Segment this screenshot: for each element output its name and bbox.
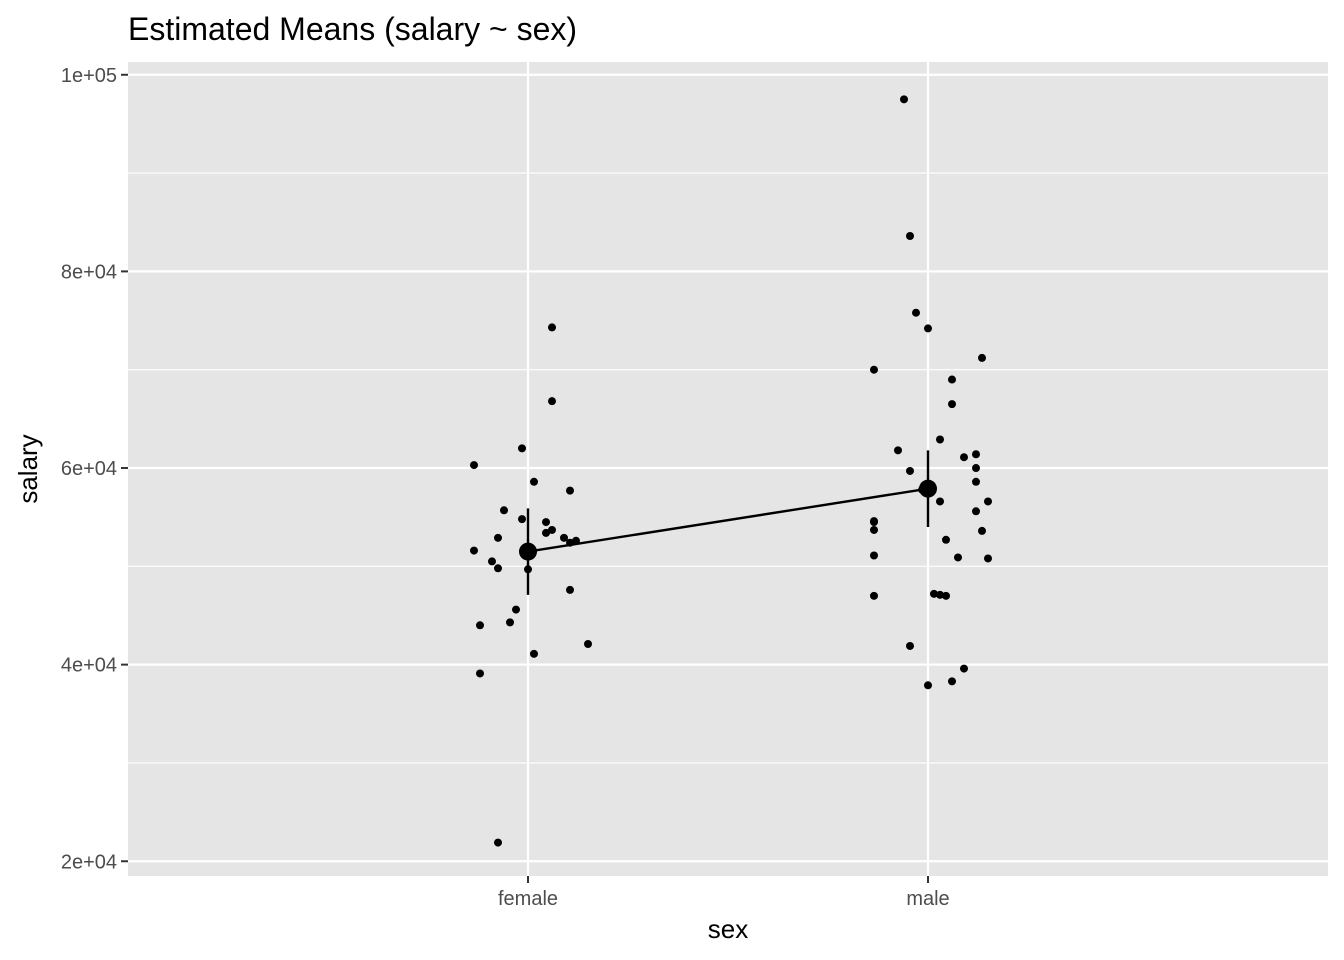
observation-point xyxy=(984,497,992,506)
observation-point xyxy=(936,590,944,599)
observation-point xyxy=(948,375,956,384)
x-tick-label: male xyxy=(906,888,949,910)
observation-point xyxy=(870,525,878,534)
observation-point xyxy=(906,232,914,241)
observation-point xyxy=(494,533,502,542)
observation-point xyxy=(870,551,878,560)
y-axis-title: salary xyxy=(13,434,43,503)
observation-point xyxy=(530,477,538,486)
observation-point xyxy=(500,506,508,515)
y-tick-label: 8e+04 xyxy=(61,261,117,283)
observation-point xyxy=(548,323,556,332)
observation-point xyxy=(870,365,878,374)
means-line xyxy=(527,487,929,553)
observation-point xyxy=(972,464,980,473)
x-tick-label: female xyxy=(498,888,558,910)
observation-point xyxy=(930,589,938,598)
observation-point xyxy=(978,526,986,535)
x-axis: female male xyxy=(498,876,950,910)
y-tick-label: 6e+04 xyxy=(61,458,117,480)
y-tick-label: 1e+05 xyxy=(61,65,117,87)
observation-point xyxy=(936,435,944,444)
mean-point xyxy=(919,479,937,498)
observation-point xyxy=(584,639,592,648)
observation-point xyxy=(542,528,550,537)
observation-point xyxy=(912,308,920,317)
observation-point xyxy=(470,461,478,470)
observation-point xyxy=(906,641,914,650)
observation-point xyxy=(512,605,520,614)
observation-point xyxy=(906,466,914,475)
observation-point xyxy=(548,525,556,534)
observation-point xyxy=(972,477,980,486)
observation-point xyxy=(566,585,574,594)
x-axis-title: sex xyxy=(708,914,748,944)
observation-point xyxy=(870,591,878,600)
observation-point xyxy=(942,591,950,600)
observation-point xyxy=(894,446,902,455)
observation-point xyxy=(924,681,932,690)
observation-point xyxy=(560,533,568,542)
observation-point xyxy=(518,444,526,453)
observation-point xyxy=(476,669,484,678)
mean-point xyxy=(519,542,537,561)
observation-point xyxy=(566,486,574,495)
y-tick-label: 2e+04 xyxy=(61,851,117,873)
observation-point xyxy=(936,497,944,506)
observation-point xyxy=(948,400,956,409)
y-tick-label: 4e+04 xyxy=(61,655,117,677)
observation-point xyxy=(506,618,514,627)
y-axis: 2e+04 4e+04 6e+04 8e+04 1e+05 xyxy=(61,65,128,873)
observation-point xyxy=(530,649,538,658)
observation-point xyxy=(954,553,962,562)
observation-points xyxy=(470,95,992,847)
plot-panel xyxy=(128,62,1328,876)
observation-point xyxy=(960,453,968,462)
observation-point xyxy=(978,353,986,362)
observation-point xyxy=(960,664,968,673)
observation-point xyxy=(488,557,496,566)
observation-point xyxy=(494,564,502,573)
observation-point xyxy=(972,450,980,459)
observation-point xyxy=(972,507,980,516)
observation-point xyxy=(548,397,556,406)
observation-point xyxy=(870,518,878,527)
observation-point xyxy=(924,324,932,333)
observation-point xyxy=(494,838,502,847)
observation-point xyxy=(942,535,950,544)
observation-point xyxy=(900,95,908,104)
estimated-means xyxy=(519,450,937,595)
observation-point xyxy=(518,515,526,524)
observation-point xyxy=(948,677,956,686)
observation-point xyxy=(470,546,478,555)
observation-point xyxy=(984,554,992,563)
observation-point xyxy=(476,621,484,630)
observation-point xyxy=(542,518,550,527)
chart-title: Estimated Means (salary ~ sex) xyxy=(128,11,577,47)
